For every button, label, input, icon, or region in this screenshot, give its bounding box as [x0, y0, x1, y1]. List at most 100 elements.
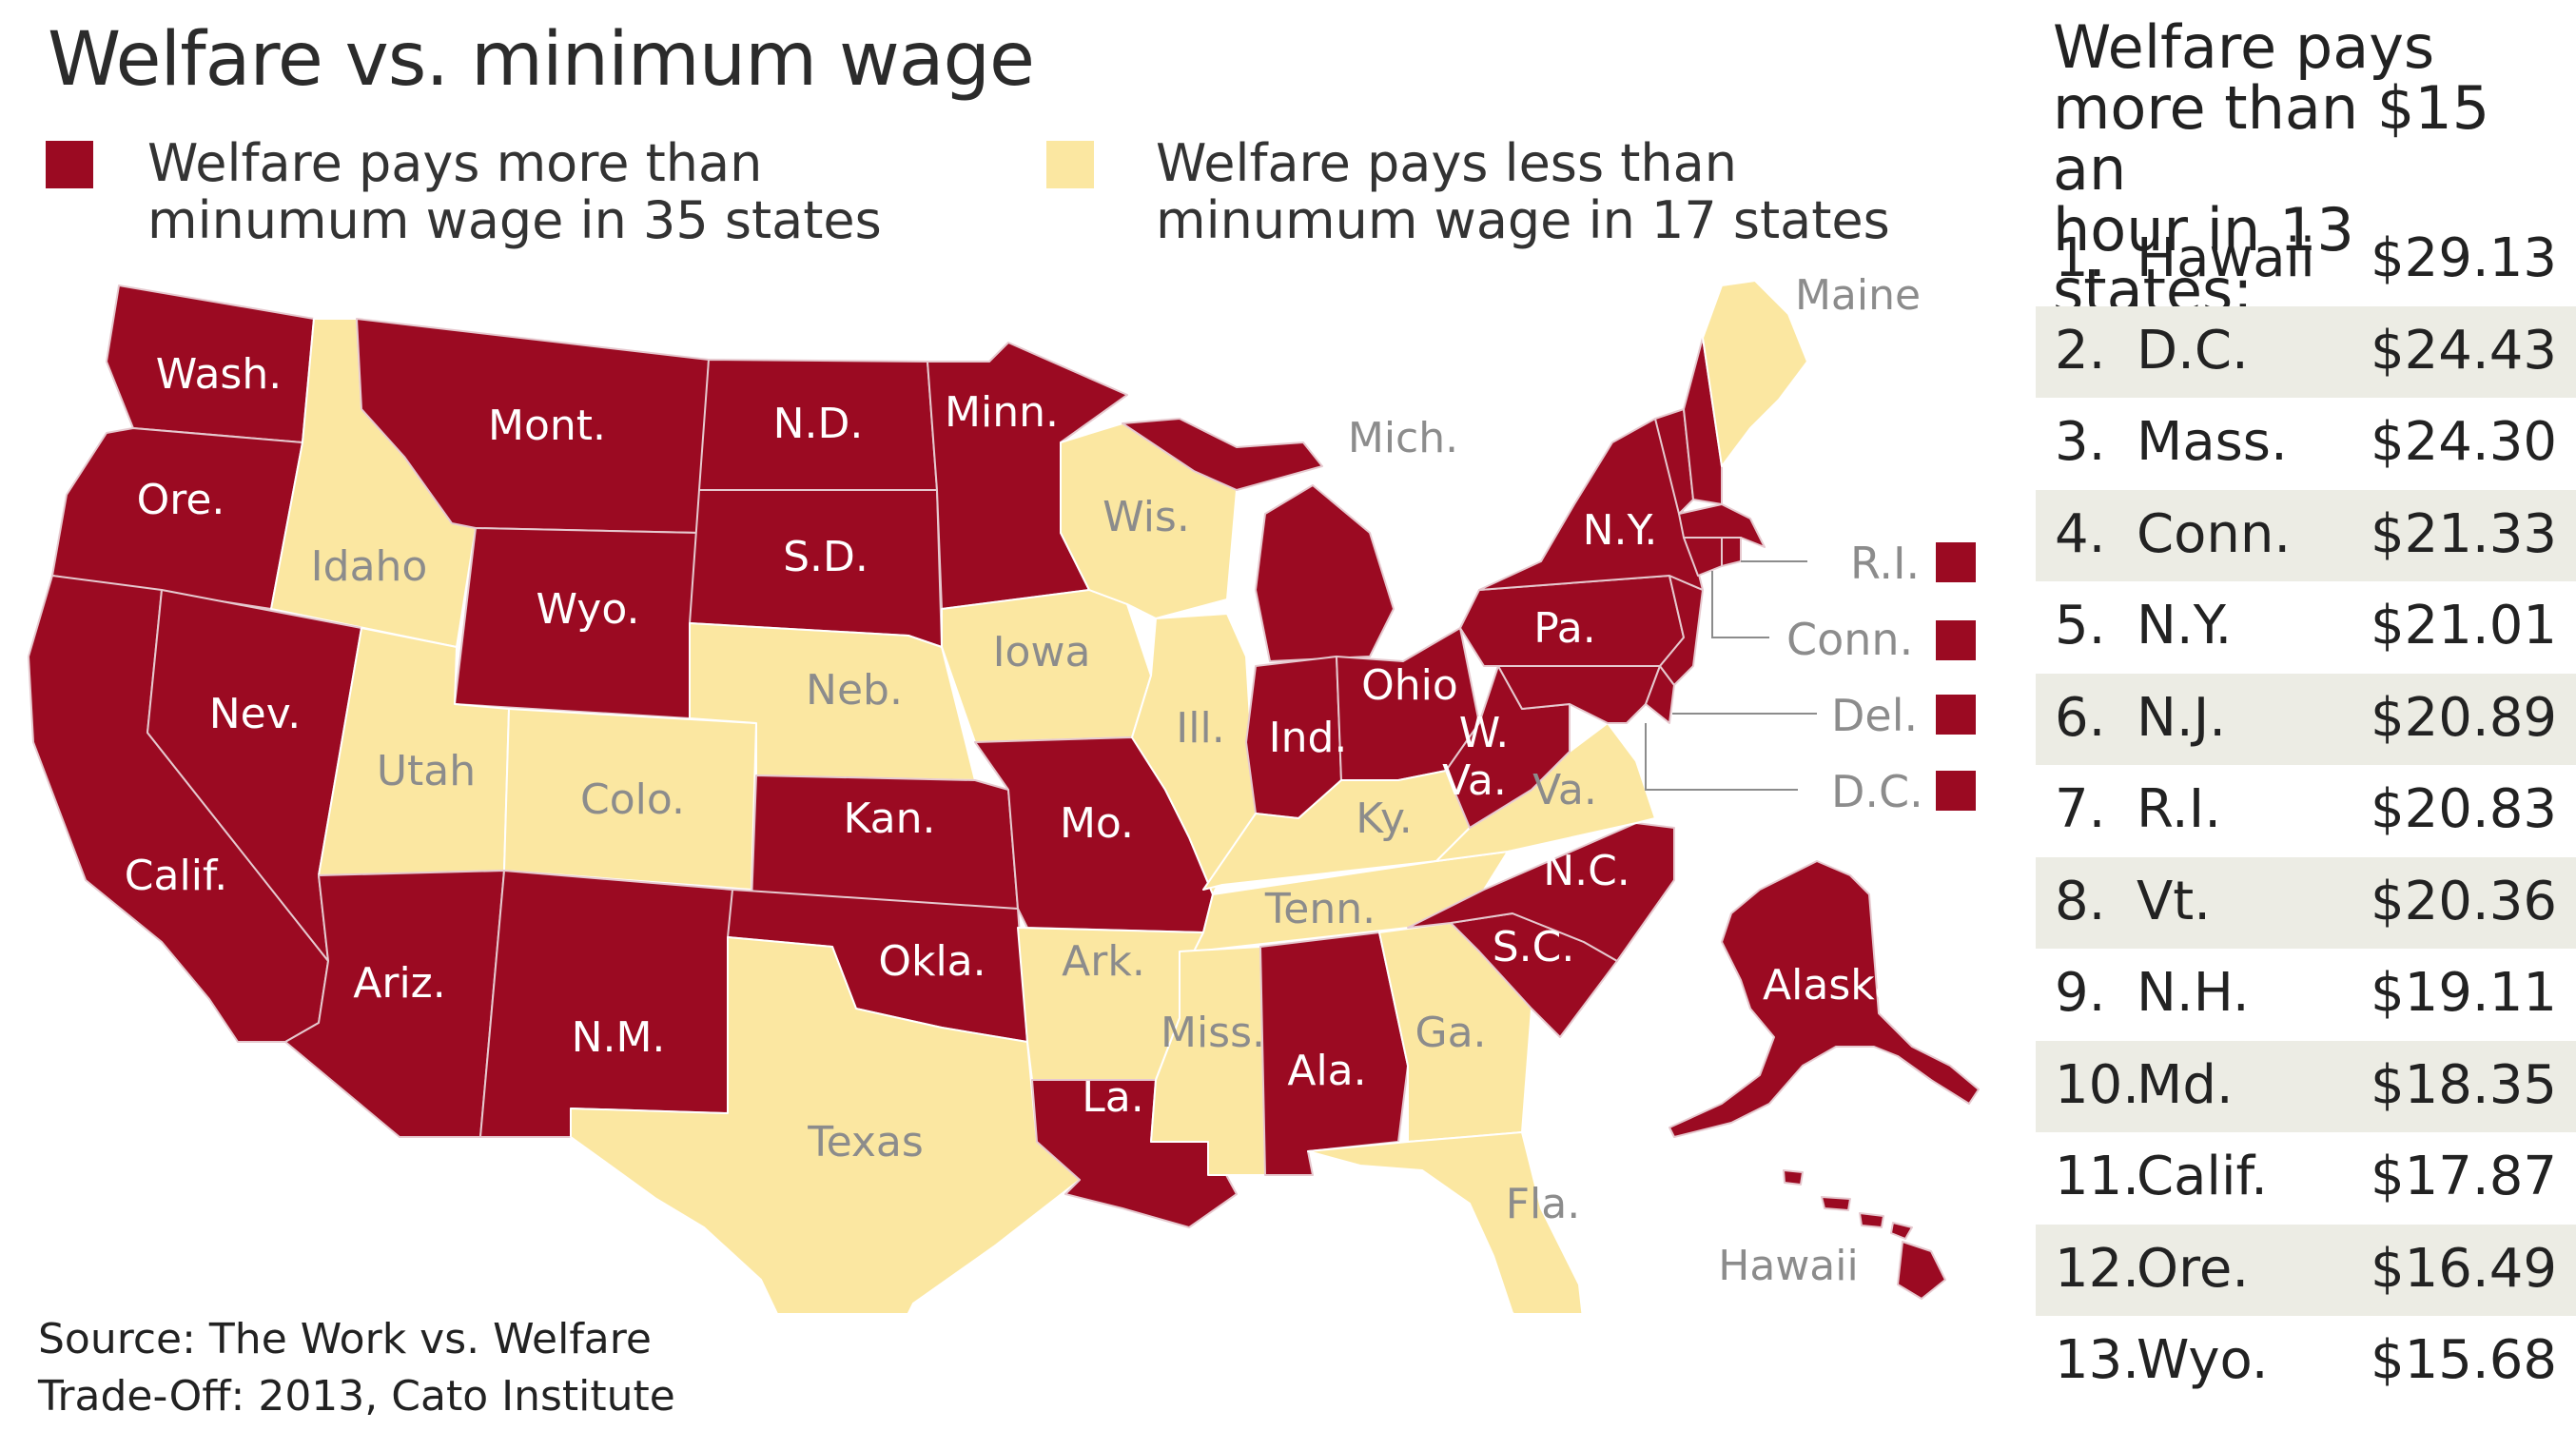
rank-number: 5.	[2055, 595, 2106, 657]
state-label-ky: Ky.	[1356, 794, 1412, 843]
state-label-pa: Pa.	[1533, 604, 1596, 653]
state-label-utah: Utah	[377, 747, 476, 795]
state-label-s-c: S.C.	[1493, 923, 1575, 971]
state-label-ark: Ark.	[1062, 937, 1145, 986]
rank-state: R.I.	[2137, 778, 2222, 840]
state-label-mont: Mont.	[488, 402, 606, 450]
rank-number: 4.	[2055, 502, 2106, 565]
ranking-row: 7. R.I. $20.83	[2036, 765, 2576, 857]
ranking-row: 5. N.Y. $21.01	[2036, 581, 2576, 674]
rank-value: $24.30	[2371, 411, 2557, 473]
callout-ri-label: R.I.	[1850, 538, 1921, 589]
rank-number: 7.	[2055, 778, 2106, 840]
legend-label-more-line2: minumum wage in 35 states	[147, 190, 882, 250]
rank-value: $21.33	[2371, 502, 2557, 565]
legend-label-less-line1: Welfare pays less than	[1156, 133, 1737, 193]
rank-number: 1.	[2055, 227, 2106, 289]
state-labels: Wash. Ore. Calif. Idaho Nev. Mont. Wyo. Utah Col…	[125, 271, 1921, 1290]
callout-ri-box	[1936, 542, 1976, 582]
state-ky	[1202, 770, 1471, 891]
callout-conn-label: Conn.	[1786, 614, 1914, 665]
ranking-row: 12. Ore. $16.49	[2036, 1224, 2576, 1316]
rank-value: $19.11	[2371, 962, 2557, 1024]
ranking-row: 11. Calif. $17.87	[2036, 1132, 2576, 1225]
state-label-n-c: N.C.	[1543, 847, 1630, 895]
ranking-row: 10. Md. $18.35	[2036, 1040, 2576, 1132]
state-hawaii-big-island	[1897, 1241, 1946, 1300]
sidebar-heading-line1: Welfare pays	[2053, 12, 2435, 82]
rank-state: N.H.	[2137, 962, 2250, 1024]
state-shapes	[28, 280, 1980, 1313]
state-label-alaska: Alaska	[1763, 961, 1900, 1010]
callout-dc-label: D.C.	[1831, 766, 1923, 817]
rank-state: Mass.	[2137, 411, 2288, 473]
state-label-texas: Texas	[807, 1118, 924, 1167]
state-nh	[1683, 337, 1723, 505]
rank-state: Md.	[2137, 1053, 2234, 1116]
callout-del-label: Del.	[1831, 690, 1919, 741]
rank-value: $29.13	[2371, 227, 2557, 289]
sidebar-heading-line3: hour in 13 states:	[2053, 195, 2354, 325]
state-tenn	[1193, 851, 1509, 952]
rank-value: $21.01	[2371, 595, 2557, 657]
rank-value: $20.89	[2371, 686, 2557, 749]
state-label-mo: Mo.	[1060, 799, 1134, 848]
rank-number: 10.	[2055, 1053, 2140, 1116]
state-nc	[1407, 822, 1675, 962]
state-label-minn: Minn.	[945, 388, 1059, 437]
callout-del-box	[1936, 695, 1976, 735]
ranking-row: 3. Mass. $24.30	[2036, 398, 2576, 490]
state-label-n-y: N.Y.	[1583, 506, 1658, 555]
ranking-row: 8. Vt. $20.36	[2036, 856, 2576, 949]
state-label-miss: Miss.	[1161, 1009, 1265, 1057]
state-label-nev: Nev.	[209, 690, 302, 738]
state-label-fla: Fla.	[1506, 1180, 1580, 1228]
rank-state: Conn.	[2137, 502, 2292, 565]
rank-number: 13.	[2055, 1329, 2140, 1391]
callout-line-conn	[1711, 571, 1769, 638]
source-note: Source: The Work vs. Welfare Trade-Off: …	[38, 1311, 704, 1425]
state-hawaii-island-3	[1859, 1212, 1884, 1228]
state-nm	[479, 870, 733, 1138]
state-label-wis: Wis.	[1103, 493, 1190, 541]
state-label-maine: Maine	[1795, 271, 1921, 320]
rank-number: 8.	[2055, 870, 2106, 932]
source-line1: Source: The Work vs. Welfare	[38, 1315, 652, 1363]
rank-state: N.J.	[2137, 686, 2227, 749]
legend-label-less-line2: minumum wage in 17 states	[1156, 190, 1890, 250]
state-label-kan: Kan.	[844, 794, 936, 843]
state-label-wyo: Wyo.	[537, 585, 640, 634]
legend-label-more-line1: Welfare pays more than	[147, 133, 763, 193]
rank-value: $17.87	[2371, 1146, 2557, 1207]
state-mich-lower	[1255, 484, 1395, 662]
rank-state: Vt.	[2137, 870, 2212, 932]
state-label-va: Va.	[1532, 766, 1597, 814]
state-label-ore: Ore.	[137, 476, 225, 524]
state-maine	[1702, 280, 1808, 467]
state-label-la: La.	[1082, 1073, 1143, 1122]
rank-state: N.Y.	[2137, 595, 2233, 657]
state-label-mich: Mich.	[1348, 414, 1458, 462]
rank-value: $18.35	[2371, 1053, 2557, 1116]
state-label-okla: Okla.	[878, 937, 986, 986]
legend-swatch-less	[1046, 141, 1094, 188]
state-label-colo: Colo.	[580, 775, 685, 824]
state-fla	[1307, 1131, 1584, 1313]
state-alaska	[1669, 860, 1980, 1138]
callout-dc-box	[1936, 771, 1976, 811]
state-label-w-va: W. Va.	[1442, 709, 1509, 805]
state-label-idaho: Idaho	[311, 542, 428, 591]
rank-number: 12.	[2055, 1237, 2140, 1300]
rank-state: Calif.	[2137, 1146, 2268, 1207]
ranking-row: 13. Wyo. $15.68	[2036, 1316, 2576, 1408]
sidebar-heading: Welfare pays more than $15 an hour in 13…	[2053, 17, 2566, 322]
callout-lines	[1645, 560, 1817, 791]
page-title: Welfare vs. minimum wage	[48, 17, 1035, 103]
state-label-calif: Calif.	[125, 852, 227, 900]
rank-state: D.C.	[2137, 319, 2249, 382]
state-ill	[1131, 613, 1257, 895]
rank-value: $16.49	[2371, 1237, 2557, 1300]
state-label-iowa: Iowa	[993, 628, 1091, 676]
us-map: Wash. Ore. Calif. Idaho Nev. Mont. Wyo. Utah Col…	[28, 271, 1980, 1313]
state-label-hawaii: Hawaii	[1718, 1242, 1858, 1290]
